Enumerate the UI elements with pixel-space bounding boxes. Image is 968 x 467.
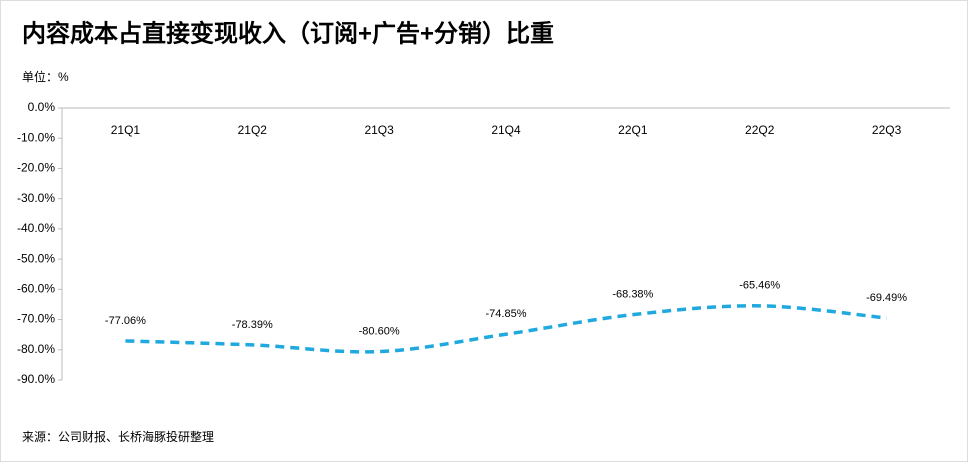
source: 来源：公司财报、长桥海豚投研整理 <box>22 429 214 444</box>
y-tick-label: -50.0% <box>17 251 55 265</box>
x-tick-label: 22Q2 <box>745 123 775 137</box>
y-tick-label: -20.0% <box>17 161 55 175</box>
unit-label: 单位：% <box>22 69 69 84</box>
x-tick-label: 22Q1 <box>618 123 648 137</box>
y-tick-label: -80.0% <box>17 342 55 356</box>
chart-title: 内容成本占直接变现收入（订阅+广告+分销）比重 <box>22 19 554 47</box>
y-tick-label: -30.0% <box>17 191 55 205</box>
y-tick-label: 0.0% <box>28 100 56 114</box>
data-label: -68.38% <box>612 289 653 301</box>
data-label: -77.06% <box>105 315 146 327</box>
x-tick-label: 21Q2 <box>238 123 268 137</box>
y-tick-label: -60.0% <box>17 282 55 296</box>
x-tick-label: 21Q1 <box>111 123 141 137</box>
line <box>125 304 887 354</box>
data-label: -78.39% <box>232 319 273 331</box>
y-tick-label: -90.0% <box>17 372 55 386</box>
y-tick-label: -10.0% <box>17 130 55 144</box>
y-tick-label: -70.0% <box>17 312 55 326</box>
x-tick-label: 21Q3 <box>364 123 394 137</box>
data-label: -69.49% <box>866 292 907 304</box>
data-label: -80.60% <box>359 325 400 337</box>
data-label: -74.85% <box>486 308 527 320</box>
data-label: -65.46% <box>739 280 780 292</box>
y-tick-label: -40.0% <box>17 221 55 235</box>
x-tick-label: 21Q4 <box>491 123 521 137</box>
x-tick-label: 22Q3 <box>872 123 902 137</box>
